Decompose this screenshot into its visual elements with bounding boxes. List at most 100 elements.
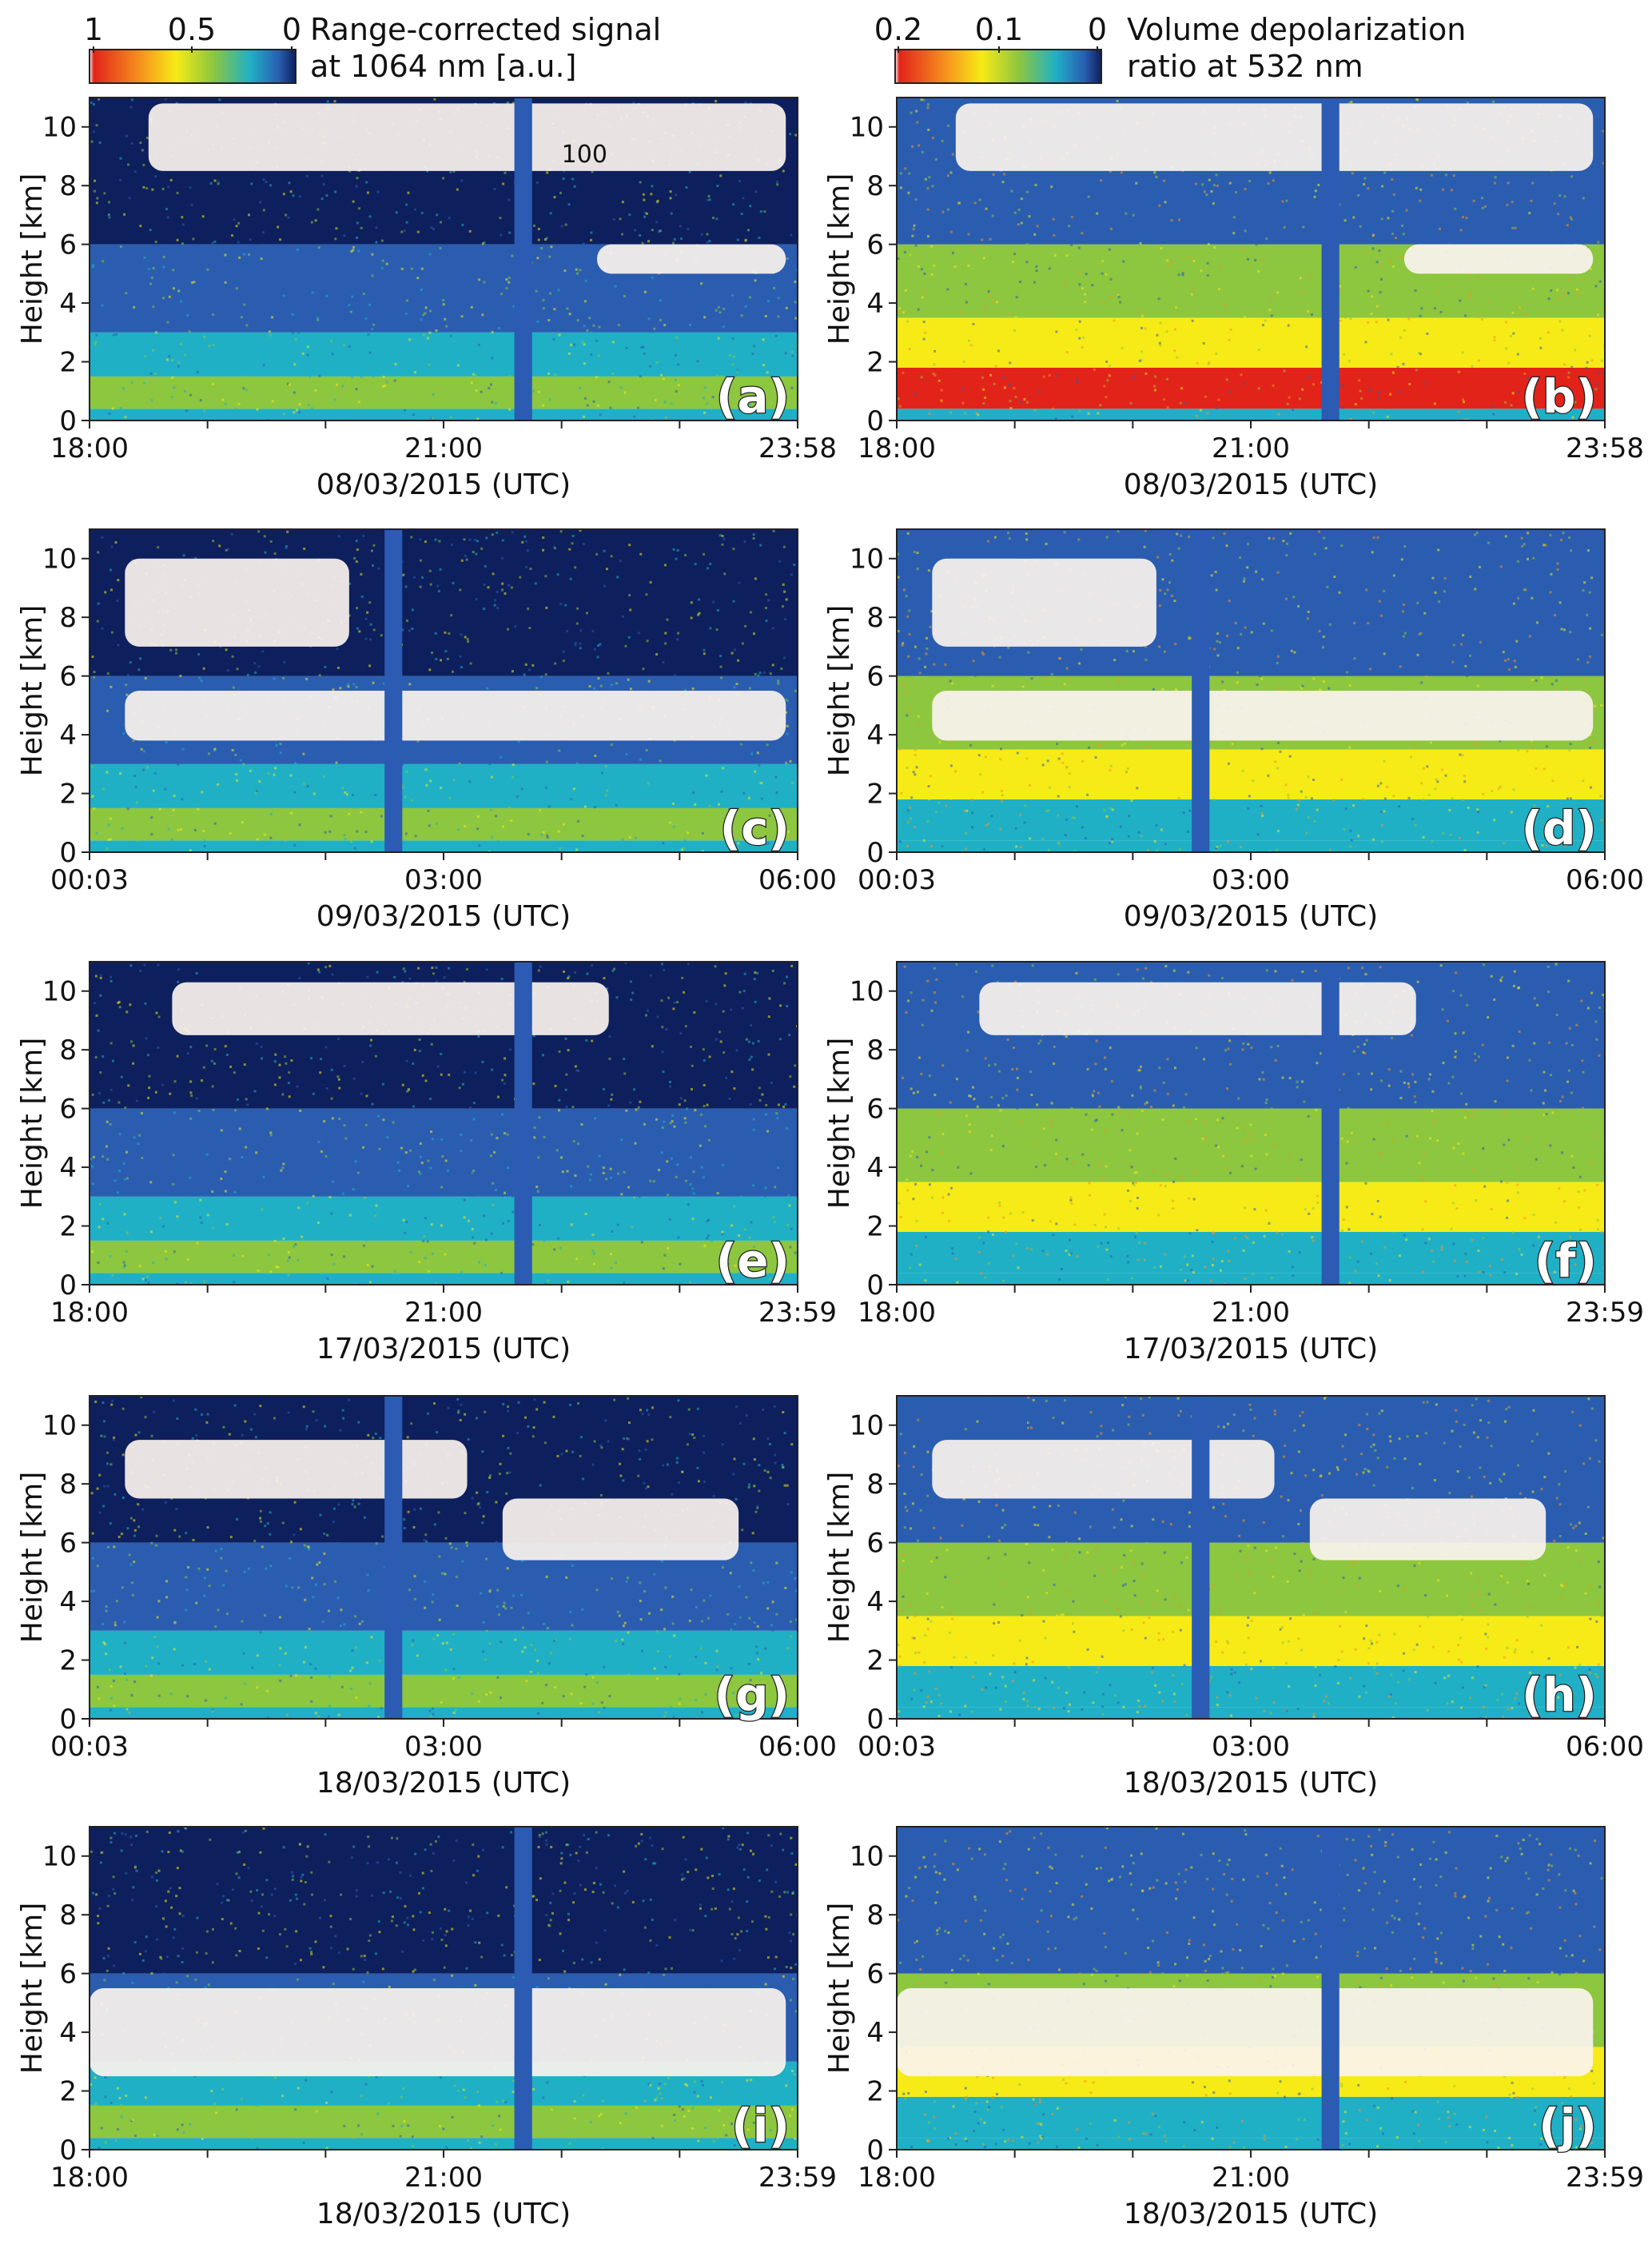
panel-label: (g): [714, 1668, 790, 1722]
x-tick-label: 06:00: [1566, 864, 1644, 896]
colorbar-signal-label: at 1064 nm [a.u.]: [310, 49, 576, 84]
heatmap-body: [897, 98, 1605, 421]
data-gap: [1321, 98, 1340, 421]
heatmap-body: [897, 962, 1605, 1285]
y-tick-label: 6: [866, 1094, 884, 1126]
height-band: [90, 1196, 798, 1241]
data-gap: [514, 98, 532, 421]
height-band: [897, 1616, 1605, 1666]
x-tick-label: 03:00: [1212, 864, 1290, 896]
x-tick-label: 06:00: [1566, 1731, 1644, 1763]
x-tick-label: 06:00: [758, 864, 837, 896]
y-tick-label: 4: [59, 2017, 77, 2049]
panel-label: (e): [716, 1234, 790, 1288]
height-band: [897, 2096, 1605, 2138]
y-tick-label: 10: [850, 1841, 884, 1873]
height-band: [90, 1273, 798, 1285]
panel-d: 0 2 4 6 8 10 Height [km] 00:03 03:00 06:00 09/03/2…: [823, 528, 1644, 933]
y-axis-title: Height [km]: [823, 1472, 856, 1643]
x-tick-label: 18:00: [50, 432, 129, 464]
y-tick-label: 2: [59, 347, 77, 379]
y-tick-label: 2: [59, 779, 77, 811]
y-tick-label: 8: [59, 1469, 77, 1501]
y-tick-label: 4: [866, 1586, 884, 1618]
cloud-layer: [125, 558, 349, 647]
y-axis-title: Height [km]: [16, 1903, 49, 2074]
cloud-layer: [172, 982, 609, 1035]
height-band: [90, 763, 798, 808]
cloud-layer: [148, 103, 786, 171]
x-tick-label: 23:59: [1566, 1297, 1644, 1329]
y-tick-label: 10: [42, 976, 77, 1008]
colorbar-signal-tick: 1: [84, 12, 103, 47]
y-tick-label: 0: [59, 1270, 77, 1301]
x-axis-title: 18/03/2015 (UTC): [316, 1767, 571, 1800]
y-tick-label: 8: [866, 1034, 884, 1066]
y-tick-label: 4: [59, 288, 77, 320]
height-band: [897, 1827, 1605, 1974]
panel-label: (a): [716, 369, 790, 424]
height-band: [897, 317, 1605, 368]
x-tick-label: 03:00: [1212, 1731, 1290, 1763]
annotation: 100: [562, 141, 607, 169]
y-tick-label: 2: [866, 779, 884, 811]
x-axis-title: 08/03/2015 (UTC): [1124, 468, 1378, 501]
y-tick-label: 0: [59, 1704, 77, 1736]
y-tick-label: 10: [850, 976, 884, 1008]
colorbar-depol: 0.2 0.1 0 Volume depolarization ratio at…: [874, 12, 1466, 84]
cloud-layer: [932, 1440, 1275, 1499]
y-axis-title: Height [km]: [16, 1038, 49, 1209]
x-tick-label: 18:00: [858, 2162, 936, 2194]
x-tick-label: 23:59: [758, 2162, 837, 2194]
height-band: [90, 807, 798, 841]
height-band: [90, 2105, 798, 2138]
heatmap-body: [90, 529, 798, 852]
y-tick-label: 0: [866, 2134, 884, 2166]
cloud-layer: [502, 1498, 739, 1560]
colorbar-depol-tick: 0.2: [874, 12, 922, 47]
panel-label: (h): [1522, 1668, 1597, 1722]
y-tick-label: 6: [59, 229, 77, 261]
x-tick-label: 00:03: [858, 864, 936, 896]
data-gap: [1321, 962, 1340, 1285]
y-tick-label: 0: [866, 1704, 884, 1736]
y-axis-title: Height [km]: [823, 1903, 856, 2074]
heatmap-body: [897, 529, 1605, 852]
y-axis-title: Height [km]: [823, 605, 856, 776]
x-tick-label: 21:00: [1212, 2162, 1290, 2194]
height-band: [90, 1240, 798, 1273]
colorbar-signal-label: Range-corrected signal: [310, 12, 661, 47]
colorbar-depol-tick: 0.1: [975, 12, 1023, 47]
y-axis-title: Height [km]: [823, 173, 856, 345]
y-tick-label: 2: [59, 1211, 77, 1243]
colorbar-signal-tick: 0: [282, 12, 301, 47]
heatmap-body: [897, 1396, 1605, 1719]
cloud-layer: [596, 244, 786, 274]
panel-g: 0 2 4 6 8 10 Height [km] 00:03 03:00 06:00 18/03/2…: [16, 1395, 837, 1800]
data-gap: [1192, 1396, 1210, 1719]
panel-a: 0 2 4 6 8 10 Height [km] 18:00 21:00 23:58 08/03/2…: [16, 97, 837, 501]
cloud-layer: [90, 1988, 786, 2077]
data-gap: [384, 1396, 403, 1719]
height-band: [90, 1108, 798, 1197]
y-tick-label: 8: [866, 170, 884, 202]
height-band: [897, 2138, 1605, 2150]
x-tick-label: 21:00: [1212, 1297, 1290, 1329]
heatmap-body: [897, 1827, 1605, 2150]
y-tick-label: 6: [866, 1959, 884, 1991]
y-tick-label: 4: [866, 288, 884, 320]
colorbar-depol-tick: 0: [1088, 12, 1107, 47]
panel-label: (j): [1539, 2099, 1597, 2153]
y-tick-label: 8: [59, 1034, 77, 1066]
x-tick-label: 23:59: [1566, 2162, 1644, 2194]
x-tick-label: 21:00: [404, 432, 483, 464]
y-tick-label: 2: [866, 2076, 884, 2108]
x-tick-label: 21:00: [1212, 432, 1290, 464]
y-tick-label: 10: [42, 544, 77, 576]
panel-f: 0 2 4 6 8 10 Height [km] 18:00 21:00 23:59 17/03/2…: [823, 961, 1644, 1365]
colorbar-signal-gradient: [89, 49, 297, 84]
x-axis-title: 09/03/2015 (UTC): [1124, 900, 1378, 933]
y-tick-label: 10: [42, 112, 77, 144]
y-tick-label: 8: [59, 1899, 77, 1931]
height-band: [897, 749, 1605, 799]
